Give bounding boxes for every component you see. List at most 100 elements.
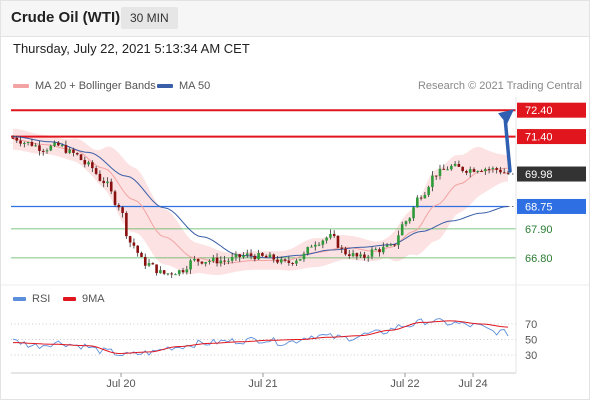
legend-rsi-ma-label: 9MA (82, 293, 105, 305)
candle-body (480, 171, 483, 173)
candle-body (117, 204, 121, 208)
candle-body (332, 233, 336, 236)
candle-body (359, 254, 362, 257)
candle-body (404, 221, 408, 225)
candle-body (465, 171, 468, 173)
candle-body (419, 197, 423, 199)
candle-body (412, 207, 415, 219)
candle-body (242, 255, 245, 258)
candle-body (287, 260, 291, 263)
rsi-tick-label: 50 (525, 335, 537, 347)
instrument-title: Crude Oil (WTI) (11, 9, 121, 26)
candle-body (219, 260, 223, 264)
timeframe-badge[interactable]: 30 MIN (121, 7, 178, 29)
candle-body (363, 254, 366, 258)
legend-ma50-label: MA 50 (179, 80, 211, 92)
candle-body (340, 247, 344, 249)
candle-body (249, 253, 253, 256)
candle-body (102, 180, 105, 184)
candle-body (329, 233, 332, 238)
candle-body (238, 254, 242, 258)
legend-ma50: MA 50 (157, 80, 210, 92)
bollinger-band (13, 128, 508, 275)
candle-body (75, 152, 79, 155)
candle-body (11, 137, 15, 139)
candle-body (34, 145, 37, 147)
header-bar: Crude Oil (WTI) 30 MIN (0, 0, 590, 37)
legend-rsi: RSI (13, 293, 50, 305)
level-label: 72.40 (525, 105, 553, 117)
candle-body (427, 187, 430, 195)
source-credit: Research © 2021 Trading Central (417, 80, 582, 92)
candle-body (15, 137, 19, 141)
rsi-tick-label: 30 (525, 350, 537, 362)
legend-ma20-label: MA 20 + Bollinger Bands (35, 80, 156, 92)
candle-body (166, 273, 170, 275)
candle-body (347, 254, 351, 256)
candle-body (159, 270, 162, 274)
candle-body (499, 169, 502, 173)
candle-body (83, 160, 87, 165)
rsi-ma-line (13, 320, 509, 355)
candle-body (170, 273, 174, 275)
candle-body (125, 212, 128, 237)
candle-body (196, 258, 200, 262)
level-label: 67.90 (525, 224, 553, 236)
level-tag-bg (517, 102, 586, 118)
level-tag-bg (517, 129, 586, 145)
candle-body (476, 171, 480, 173)
candle-body (298, 259, 302, 261)
candle-body (227, 260, 230, 262)
candle-body (495, 168, 498, 170)
candle-body (472, 169, 476, 172)
candle-body (382, 246, 385, 253)
candle-body (434, 175, 438, 177)
candle-body (143, 256, 147, 266)
ma20-swatch (13, 84, 29, 89)
candle-body (185, 269, 189, 273)
candle-body (200, 261, 204, 264)
candle-body (68, 149, 71, 153)
candle-body (295, 260, 298, 264)
candle-body (461, 166, 464, 172)
candle-body (276, 259, 279, 263)
candle-body (457, 163, 461, 167)
candle-body (245, 253, 249, 256)
candle-body (344, 248, 347, 255)
candle-body (264, 255, 268, 258)
candle-body (53, 142, 56, 146)
candle-body (261, 252, 264, 256)
candle-body (162, 270, 166, 274)
candle-body (193, 258, 196, 261)
candle-body (283, 259, 287, 261)
candle-body (91, 162, 94, 169)
rsi-ma-swatch (63, 297, 76, 302)
candle-body (268, 254, 272, 258)
candle-body (234, 254, 238, 258)
candle-body (57, 142, 60, 146)
candle-body (355, 253, 359, 257)
candle-body (223, 260, 226, 262)
projection-arrow-shaft (503, 115, 512, 173)
candle-body (113, 191, 117, 205)
candle-body (136, 245, 139, 253)
candle-body (79, 154, 83, 161)
candle-body (151, 263, 155, 265)
candle-body (374, 249, 378, 251)
candle-body (336, 235, 340, 248)
level-tag-bg (517, 166, 586, 182)
candle-body (147, 263, 151, 266)
x-tick-label: Jul 21 (248, 378, 277, 390)
candle-body (189, 260, 192, 270)
x-tick-label: Jul 20 (106, 378, 135, 390)
candle-body (291, 262, 294, 264)
candle-body (23, 142, 26, 144)
candle-body (230, 257, 234, 261)
candle-body (442, 168, 446, 170)
candle-body (438, 168, 442, 176)
candle-body (325, 237, 328, 241)
candle-body (385, 245, 389, 247)
candle-body (370, 249, 374, 257)
